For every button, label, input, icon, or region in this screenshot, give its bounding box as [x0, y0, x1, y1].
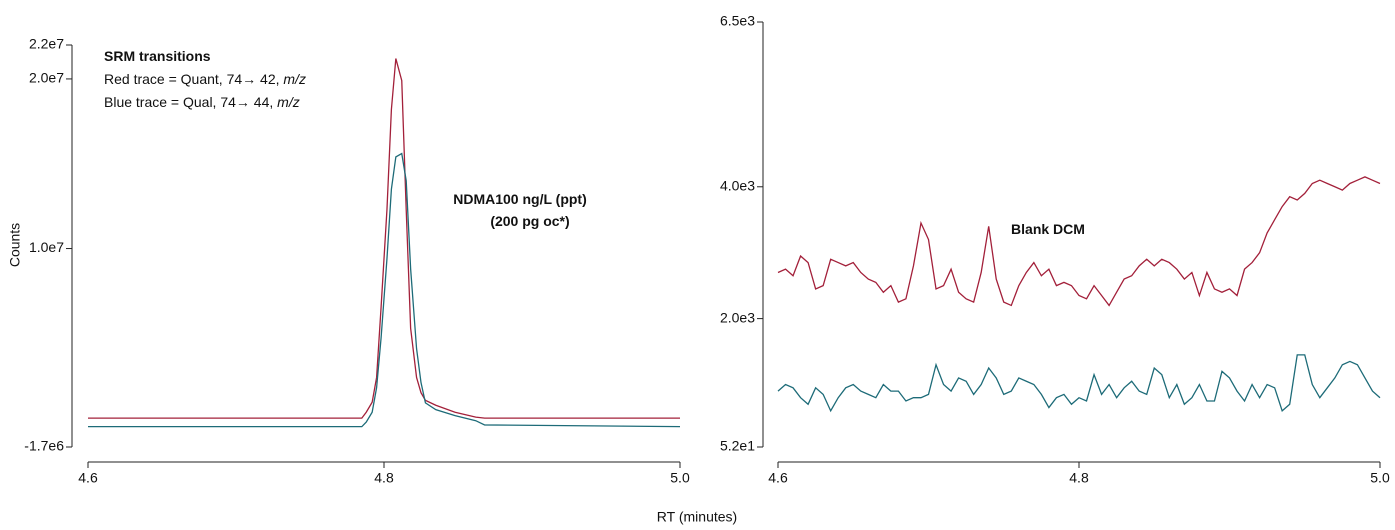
data-line — [88, 58, 680, 419]
y-tick-label: 4.0e3 — [720, 177, 755, 193]
y-tick-label: 1.0e7 — [29, 239, 64, 255]
x-tick-label: 4.8 — [374, 470, 394, 486]
annotation-text: Red trace = Quant, 74→ 42, — [104, 71, 283, 87]
x-tick-label: 4.6 — [78, 470, 98, 486]
annotation: SRM transitions — [104, 48, 211, 64]
x-tick-label: 5.0 — [1370, 470, 1390, 486]
annotation-italic: m/z — [283, 71, 306, 87]
y-axis-label: Counts — [7, 223, 23, 267]
annotation: Blank DCM — [1011, 221, 1085, 237]
annotation-text: Blue trace = Qual, 74→ 44, — [104, 94, 277, 110]
annotation-italic: m/z — [277, 94, 300, 110]
annotation-text: (200 pg oc*) — [490, 213, 569, 229]
x-axis-label: RT (minutes) — [657, 509, 737, 525]
y-tick-label: 2.0e7 — [29, 70, 64, 86]
annotation: Red trace = Quant, 74→ 42, m/z — [104, 71, 306, 87]
annotation: (200 pg oc*) — [490, 213, 569, 229]
x-tick-label: 5.0 — [670, 470, 690, 486]
y-tick-label: 2.2e7 — [29, 36, 64, 52]
y-tick-label: 5.2e1 — [720, 438, 755, 454]
y-tick-label: 2.0e3 — [720, 309, 755, 325]
annotation-text: NDMA100 ng/L (ppt) — [453, 191, 587, 207]
x-tick-label: 4.6 — [768, 470, 788, 486]
x-tick-label: 4.8 — [1069, 470, 1089, 486]
y-tick-label: 6.5e3 — [720, 13, 755, 29]
data-line — [777, 176, 1381, 307]
annotation-text: SRM transitions — [104, 48, 211, 64]
data-line — [777, 354, 1381, 413]
data-line — [88, 152, 681, 428]
annotation: Blue trace = Qual, 74→ 44, m/z — [104, 94, 300, 110]
annotation-text: Blank DCM — [1011, 221, 1085, 237]
y-tick-label: -1.7e6 — [24, 438, 64, 454]
annotation: NDMA100 ng/L (ppt) — [453, 191, 587, 207]
